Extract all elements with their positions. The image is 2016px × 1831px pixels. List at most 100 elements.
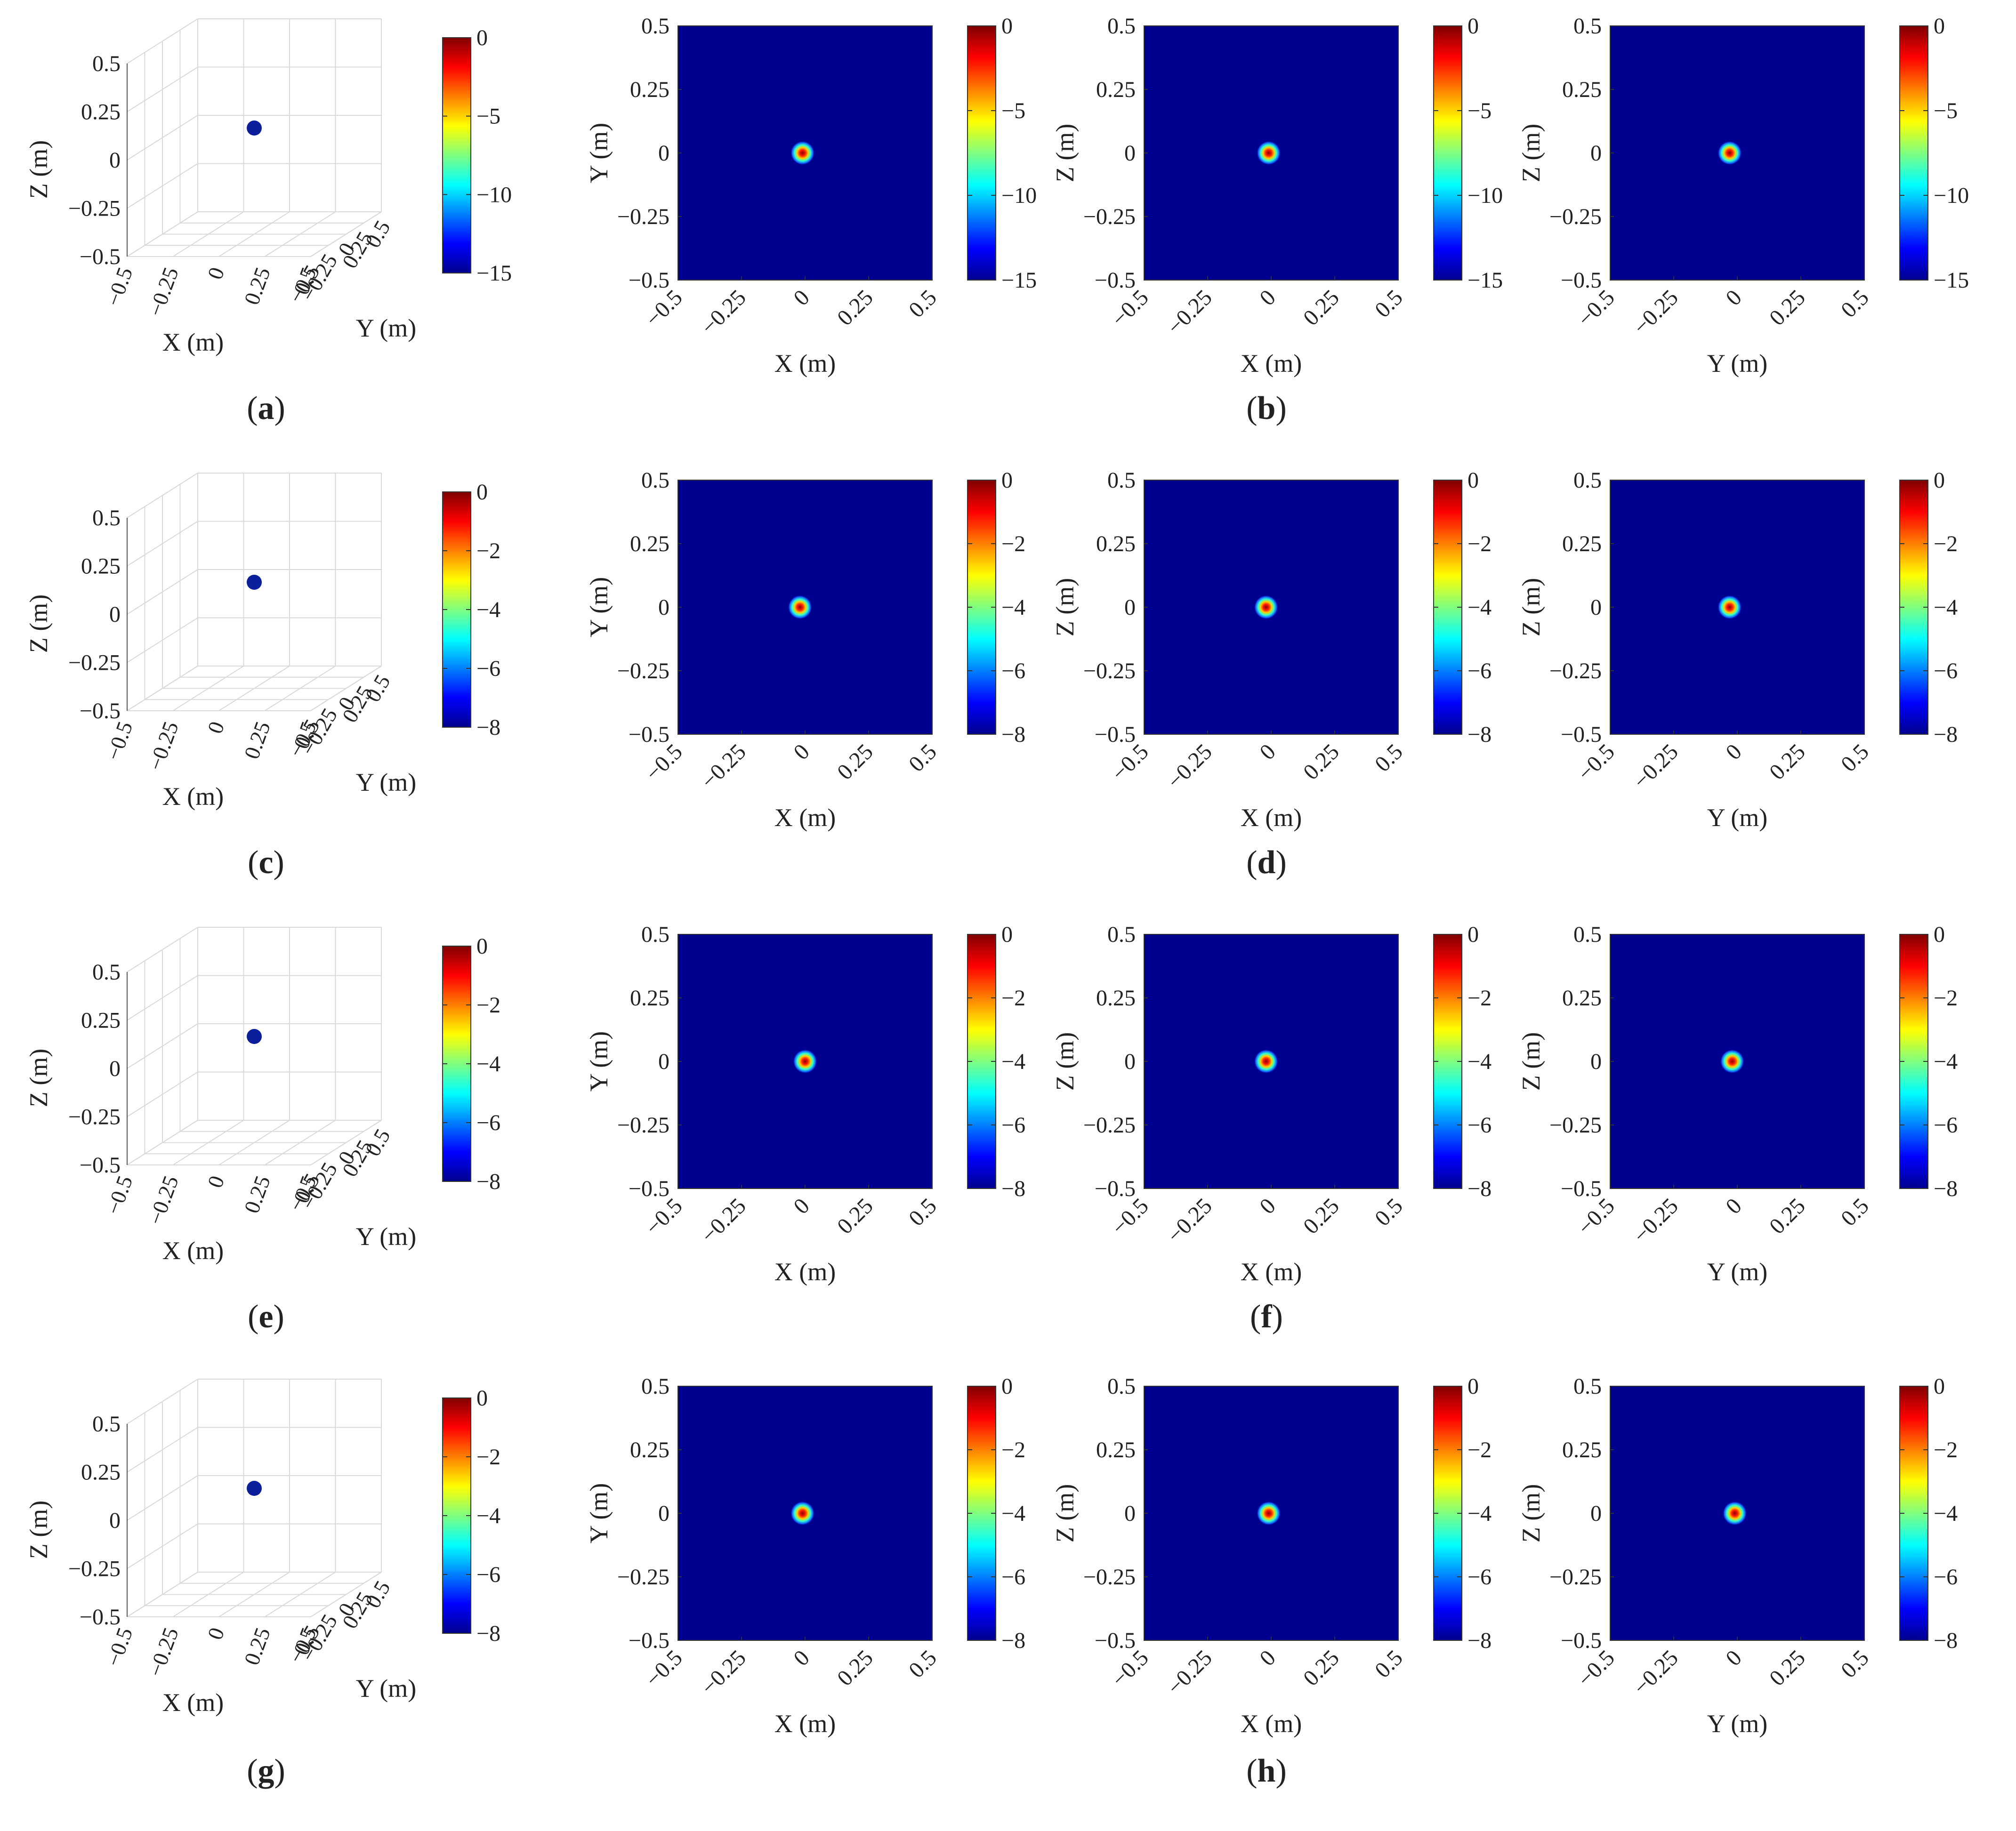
x-tick-label: 0 <box>789 1645 814 1670</box>
colorbar-tick-label: −4 <box>476 1052 500 1076</box>
y-axis-label: Y (m) <box>585 1031 613 1092</box>
x-tick-label: 0.5 <box>1370 285 1408 322</box>
y-tick-label: 0.25 <box>630 986 669 1011</box>
panel-label-f: (f) <box>1250 1299 1283 1335</box>
z-tick-label: 0.5 <box>92 51 121 76</box>
y-tick-label: 0.25 <box>1562 77 1602 102</box>
x-tick-label: 0 <box>1255 285 1280 310</box>
y-tick-label: −0.5 <box>1095 1628 1136 1653</box>
x-axis-label: Y (m) <box>1707 803 1767 832</box>
subplot-row3-3d: −0.5−0.5 −0.5−0.25−0.25 −0.250000.250.250.… <box>24 927 500 1265</box>
colorbar-tick-label: −6 <box>1468 1113 1492 1138</box>
y-tick-label: −0.25 <box>1083 1113 1136 1138</box>
colorbar-tick-label: −15 <box>1934 268 1969 293</box>
colorbar-tick-label: −8 <box>1468 1176 1492 1201</box>
y-tick-label: 0 <box>1124 595 1136 620</box>
y-tick-label: 0 <box>1590 141 1602 166</box>
peak-spot <box>1256 141 1281 165</box>
colorbar-tick-label: −15 <box>476 261 512 286</box>
y-tick-label: 0.5 <box>1107 468 1136 493</box>
y-tick-label: 0.25 <box>630 77 669 102</box>
x-tick-label: −0.5 <box>101 1172 137 1218</box>
y-tick-label: 0 <box>1590 1501 1602 1526</box>
x-tick-label: 0.25 <box>239 264 274 308</box>
grid-line <box>127 975 198 1021</box>
colorbar-tick-label: −4 <box>1934 595 1958 620</box>
colorbar-tick-label: −8 <box>476 1169 500 1194</box>
x-tick-label: 0 <box>1721 1193 1746 1219</box>
colorbar <box>1899 25 1928 281</box>
peak-spot <box>1254 595 1279 619</box>
x-tick-label: −0.25 <box>696 285 751 339</box>
colorbar-tick-label: 0 <box>476 25 488 50</box>
colorbar-tick-label: −8 <box>1001 1176 1025 1201</box>
x-tick-label: 0.25 <box>832 739 878 785</box>
x-axis-label: X (m) <box>774 803 836 832</box>
colorbar-tick-label: −2 <box>1001 1437 1025 1462</box>
y-tick-label: 0 <box>1124 1049 1136 1074</box>
y-axis-label: Y (m) <box>356 1674 416 1703</box>
y-axis-label: Z (m) <box>1051 578 1079 636</box>
x-axis-label: X (m) <box>162 328 224 356</box>
z-axis-label: Z (m) <box>24 1501 53 1559</box>
grid-line <box>127 473 198 518</box>
colorbar-tick-label: −10 <box>476 182 512 207</box>
z-tick-label: −0.5 <box>80 1605 121 1630</box>
subplot-row4-3d: −0.5−0.5 −0.5−0.25−0.25 −0.250000.250.250.… <box>24 1379 500 1717</box>
z-tick-label: −0.25 <box>68 196 121 221</box>
x-tick-label: 0.25 <box>1765 739 1810 785</box>
x-tick-label: 0.25 <box>239 718 274 762</box>
x-tick-label: −0.25 <box>696 739 751 794</box>
colorbar-tick-label: 0 <box>1934 14 1945 39</box>
target-point <box>247 120 262 136</box>
y-axis-label: Z (m) <box>1517 124 1545 182</box>
y-tick-label: 0.25 <box>1096 531 1136 556</box>
y-tick-label: 0.25 <box>1562 1437 1602 1462</box>
colorbar-tick-label: −2 <box>476 993 500 1018</box>
grid-line <box>127 927 198 972</box>
x-tick-label: 0 <box>203 1624 229 1643</box>
x-tick-label: −0.25 <box>1629 739 1683 794</box>
y-axis-label: Z (m) <box>1517 1032 1545 1091</box>
z-axis-label: Z (m) <box>24 140 53 199</box>
x-tick-label: −0.25 <box>144 1172 183 1228</box>
y-tick-label: 0.5 <box>1107 922 1136 947</box>
colorbar-tick-label: −2 <box>476 1445 500 1470</box>
colorbar-tick-label: −5 <box>1001 98 1025 123</box>
x-tick-label: 0.25 <box>1298 1645 1344 1691</box>
peak-spot <box>1722 1501 1747 1526</box>
x-axis-label: X (m) <box>774 1710 836 1738</box>
x-tick-label: 0.5 <box>904 739 942 777</box>
x-axis-label: X (m) <box>1241 1710 1302 1738</box>
grid-line <box>127 18 198 64</box>
subplot-row2-3d: −0.5−0.5 −0.5−0.25−0.25 −0.250000.250.250.… <box>24 473 500 811</box>
colorbar-tick-label: −4 <box>1001 595 1025 620</box>
z-tick-label: 0.5 <box>92 1412 121 1437</box>
colorbar-tick-label: −4 <box>1001 1501 1025 1526</box>
colorbar-tick-label: −6 <box>476 1562 500 1587</box>
y-axis-label: Y (m) <box>356 768 416 796</box>
x-axis-label: Y (m) <box>1707 1710 1767 1738</box>
y-tick-label: −0.5 <box>1095 1176 1136 1201</box>
colorbar <box>967 25 996 281</box>
x-tick-label: 0.5 <box>904 1645 942 1683</box>
y-tick-label: 0 <box>1590 595 1602 620</box>
x-tick-label: 0.25 <box>832 285 878 330</box>
colorbar-tick-label: −6 <box>1468 659 1492 683</box>
colorbar-tick-label: −4 <box>1468 1501 1492 1526</box>
grid-line <box>127 569 198 615</box>
colorbar-tick-label: −6 <box>1934 1113 1958 1138</box>
colorbar-tick-label: −2 <box>1468 1437 1492 1462</box>
colorbar-tick-label: −6 <box>1468 1565 1492 1590</box>
y-tick-label: −0.5 <box>1561 722 1602 747</box>
y-tick-label: 0.25 <box>1096 986 1136 1011</box>
x-tick-label: 0 <box>1721 1645 1746 1670</box>
y-axis-label: Z (m) <box>1051 124 1079 182</box>
